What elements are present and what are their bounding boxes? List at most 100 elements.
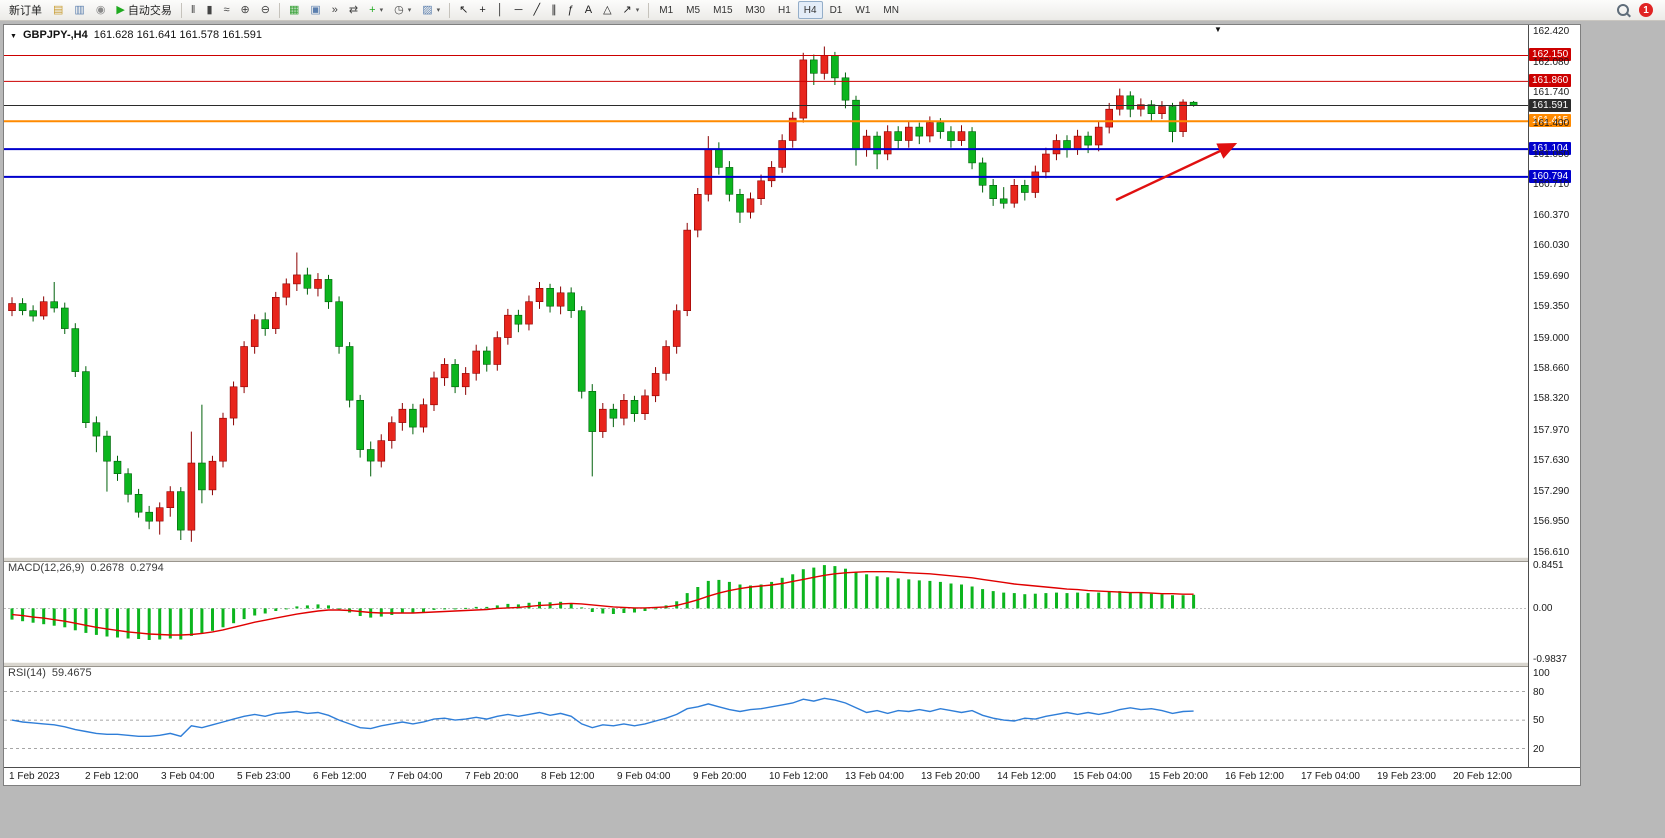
toolbar-right: 1 (1617, 3, 1661, 17)
zoom-in-icon: ⊕ (240, 3, 250, 16)
templates-button[interactable]: ▨ ▾ (417, 1, 445, 19)
timeframe-d1-button-label: D1 (829, 4, 843, 16)
market-watch-button[interactable]: ▤ (48, 1, 68, 19)
panel-splitter[interactable] (4, 557, 1580, 562)
panel-splitter[interactable] (4, 662, 1580, 667)
market-watch-icon: ▤ (53, 3, 64, 16)
main-chart-area[interactable]: ▼ GBPJPY-,H4 161.628 161.641 161.578 161… (4, 25, 1528, 557)
price-axis-label: 156.950 (1533, 516, 1570, 527)
macd-name: MACD(12,26,9) (8, 562, 85, 574)
toolbar-separator (449, 2, 451, 18)
time-axis[interactable]: 1 Feb 2023 2 Feb 12:00 3 Feb 04:00 5 Feb 23… (4, 767, 1580, 785)
auto-trading-button[interactable]: ▶ 自动交易 (111, 1, 176, 19)
chart-symbol-label: GBPJPY-,H4 (22, 29, 88, 41)
macd-histogram (10, 565, 1196, 640)
auto-trading-icon: ▶ (116, 3, 125, 16)
arrows-button[interactable]: ↗ ▾ (618, 1, 645, 19)
auto-trading-button-label: 自动交易 (127, 5, 172, 17)
notification-badge[interactable]: 1 (1639, 3, 1653, 17)
price-axis-label: 160.710 (1533, 179, 1570, 190)
rsi-axis-label: 80 (1533, 687, 1545, 698)
macd-signal-line (11, 570, 1194, 636)
trend-arrow[interactable] (1115, 142, 1238, 202)
channel-icon: ∥ (551, 3, 557, 16)
timeframe-m1-button[interactable]: M1 (653, 1, 679, 19)
dropdown-caret-icon: ▾ (407, 7, 412, 14)
chart-title: ▼ GBPJPY-,H4 161.628 161.641 161.578 161… (10, 29, 262, 41)
cursor-button[interactable]: ↖ (454, 1, 473, 19)
timeframe-w1-button[interactable]: W1 (849, 1, 876, 19)
crosshair-button[interactable]: + (474, 1, 490, 19)
chart-window: ▼ GBPJPY-,H4 161.628 161.641 161.578 161… (3, 24, 1581, 786)
vertical-line-button[interactable]: │ (492, 1, 509, 19)
timeframe-m5-button[interactable]: M5 (680, 1, 706, 19)
templates-icon: ▨ (422, 3, 433, 16)
dropdown-caret-icon: ▾ (436, 7, 441, 14)
zoom-in-button[interactable]: ⊕ (236, 1, 255, 19)
search-icon[interactable] (1617, 4, 1629, 16)
rsi-panel[interactable]: RSI(14) 59.4675 (4, 665, 1528, 767)
timeframe-d1-button[interactable]: D1 (824, 1, 849, 19)
timeframe-m15-button-label: M15 (713, 4, 733, 16)
candlestick-chart-button[interactable]: ▮ (201, 1, 217, 19)
bar-chart-button[interactable]: ‖ (186, 1, 201, 19)
auto-scroll-button[interactable]: » (327, 1, 343, 19)
time-axis-label: 15 Feb 20:00 (1149, 771, 1208, 782)
timeframe-mn-button[interactable]: MN (877, 1, 905, 19)
timeframe-h4-button[interactable]: H4 (797, 1, 823, 19)
rsi-value: 59.4675 (51, 667, 92, 679)
shapes-button[interactable]: △ (598, 1, 616, 19)
text-button[interactable]: A (580, 1, 597, 19)
trendline-button[interactable]: ╱ (528, 1, 545, 19)
indicators-icon: ▦ (288, 3, 300, 16)
rsi-name: RSI(14) (8, 667, 46, 679)
vertical-line-icon: │ (496, 3, 504, 16)
rsi-axis-label: 100 (1533, 668, 1550, 679)
channel-button[interactable]: ∥ (546, 1, 562, 19)
zoom-out-icon: ⊖ (260, 3, 270, 16)
scroll-anchor-icon[interactable]: ▼ (1214, 25, 1222, 34)
price-axis-label: 162.080 (1533, 57, 1570, 68)
navigator-button[interactable]: ▥ (69, 1, 89, 19)
macd-axis-label: 0.8451 (1533, 560, 1564, 571)
collapse-icon[interactable]: ▼ (10, 33, 17, 40)
timeframe-h1-button[interactable]: H1 (772, 1, 797, 19)
price-axis-label: 162.420 (1533, 26, 1570, 37)
macd-axis-label: -0.9837 (1533, 654, 1567, 665)
chart-shift-button[interactable]: ⇄ (344, 1, 363, 19)
macd-axis-label: 0.00 (1533, 603, 1553, 614)
timeframe-w1-button-label: W1 (855, 4, 871, 16)
tile-windows-button[interactable]: ▣ (305, 1, 325, 19)
time-axis-label: 9 Feb 20:00 (693, 771, 747, 782)
timeframe-m30-button[interactable]: M30 (740, 1, 771, 19)
horizontal-line-button[interactable]: ─ (510, 1, 528, 19)
zoom-out-button[interactable]: ⊖ (256, 1, 275, 19)
macd-panel[interactable]: MACD(12,26,9) 0.2678 0.2794 (4, 560, 1528, 662)
macd-signal-value: 0.2794 (130, 562, 164, 574)
periods-button[interactable]: ◷ ▾ (389, 1, 416, 19)
fibonacci-button[interactable]: ƒ (563, 1, 579, 19)
timeframe-h4-button-label: H4 (803, 4, 817, 16)
line-chart-icon: ≈ (223, 3, 230, 16)
toolbar-buttons: 新订单 ▤ ▥ ◉ ▶ 自动交易 ‖ ▮ ≈ ⊕ ⊖ ▦ ▣» ⇄ + ▾ ◷ ▾ ▨ ▾ ↖ + │ ─ ╱ ∥ ƒ A △ ↗ ▾ M1 M… (4, 1, 905, 19)
indicators-button[interactable]: ▦ (284, 1, 304, 19)
price-axis-label: 159.350 (1533, 301, 1570, 312)
time-axis-label: 5 Feb 23:00 (237, 771, 291, 782)
terminal-icon: ◉ (95, 3, 106, 16)
price-level-badge: 162.150 (1529, 48, 1572, 61)
price-level-badge: 161.591 (1529, 99, 1572, 112)
price-axis[interactable]: 162.150 161.860 161.591 161.415 161.104 160.7… (1528, 25, 1580, 767)
text-icon: A (584, 3, 593, 16)
price-axis-label: 161.400 (1533, 118, 1570, 129)
time-axis-label: 2 Feb 12:00 (85, 771, 139, 782)
toolbar-separator (648, 2, 650, 18)
terminal-button[interactable]: ◉ (91, 1, 111, 19)
new-order-button[interactable]: 新订单 (4, 1, 47, 19)
add-indicator-button[interactable]: + ▾ (364, 1, 388, 19)
rsi-axis-label: 20 (1533, 744, 1545, 755)
add-indicator-icon: + (369, 3, 376, 16)
timeframe-m15-button[interactable]: M15 (707, 1, 738, 19)
line-chart-button[interactable]: ≈ (219, 1, 235, 19)
time-axis-label: 8 Feb 12:00 (541, 771, 595, 782)
price-axis-label: 158.320 (1533, 393, 1570, 404)
